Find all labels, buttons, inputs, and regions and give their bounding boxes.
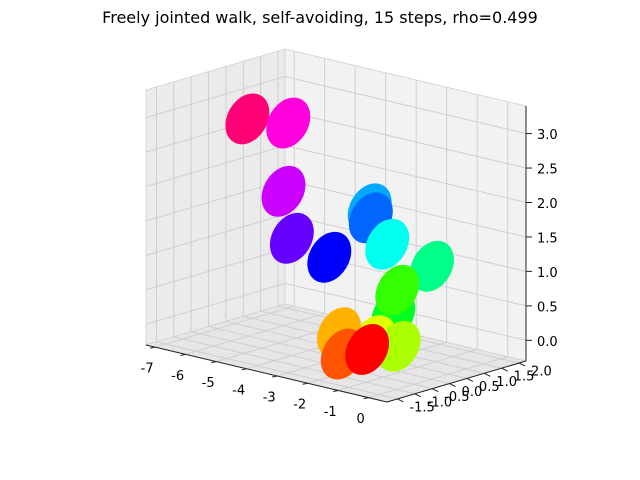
marker-step-13	[261, 165, 306, 217]
x-tick-label: -6	[171, 369, 184, 384]
x-tick-label: 0	[357, 412, 365, 427]
grid-line-z-back	[284, 76, 527, 135]
chart-title: Freely jointed walk, self-avoiding, 15 s…	[102, 8, 538, 27]
x-tick-mark	[363, 397, 369, 400]
y-tick-mark	[397, 398, 404, 403]
x-tick-mark	[211, 361, 217, 364]
y-tick-mark	[484, 372, 491, 377]
x-tick-label: -1	[324, 405, 337, 420]
y-tick-label: -0.5	[444, 390, 469, 405]
grid-line-z-left	[145, 76, 286, 118]
grid-line-z-back	[284, 110, 527, 169]
x-tick-label: -4	[232, 383, 245, 398]
y-tick-label: 0.0	[462, 385, 483, 400]
z-tick-label: 1.5	[537, 231, 558, 246]
grid-line-z-left	[145, 213, 286, 256]
marker-step-4	[376, 320, 421, 372]
grid-line-y-floor	[191, 331, 433, 390]
x-tick-mark	[302, 382, 308, 385]
y-tick-mark	[414, 393, 422, 398]
marker-step-14	[266, 97, 311, 149]
grid-line-x-floor	[338, 349, 478, 391]
x-tick-label: -7	[141, 362, 154, 377]
y-tick-label: 1.5	[514, 370, 535, 385]
grid-line-z-back	[284, 179, 527, 238]
marker-step-7	[410, 240, 454, 292]
grid-line-z-left	[145, 282, 286, 325]
axis-lines	[145, 106, 532, 403]
grid-line-x-floor	[368, 356, 508, 399]
x-tick-label: -2	[293, 398, 306, 413]
y-tick-mark	[501, 367, 508, 372]
grid-line-y-floor	[156, 341, 398, 400]
y-tick-mark	[466, 377, 474, 382]
data-markers	[225, 93, 454, 380]
z-tick-label: 2.0	[537, 197, 558, 212]
z-tick-label: 3.0	[537, 128, 558, 143]
marker-step-8	[365, 218, 410, 270]
marker-step-5	[375, 264, 420, 316]
x-axis-line	[145, 344, 388, 403]
y-tick-label: 0.5	[479, 380, 500, 395]
tick-labels: -7 -6 -5 -4 -3 -2 -1 0-1.5-1.0-0.50.00.51.01.52…	[141, 128, 558, 427]
marker-step-11	[307, 231, 352, 283]
x-tick-label: -5	[202, 376, 215, 391]
grid-line-y-floor	[173, 336, 415, 395]
x-tick-mark	[150, 346, 156, 349]
z-tick-label: 0.5	[537, 300, 558, 315]
y-tick-mark	[518, 362, 526, 367]
x-tick-mark	[241, 368, 247, 371]
z-tick-label: 1.0	[537, 266, 558, 281]
x-tick-label: -3	[263, 391, 276, 406]
x-tick-mark	[180, 353, 186, 356]
marker-step-0	[345, 324, 390, 375]
marker-step-15	[225, 93, 270, 145]
grid-line-z-left	[145, 179, 286, 222]
marker-step-12	[269, 212, 314, 264]
y-axis-line	[386, 360, 527, 403]
grid-line-z-left	[145, 248, 286, 291]
y-tick-mark	[431, 388, 439, 393]
z-tick-label: 0.0	[537, 335, 558, 350]
x-tick-mark	[333, 389, 339, 392]
grid-line-x-floor	[155, 305, 295, 348]
y-tick-label: 2.0	[531, 365, 552, 380]
grid-line-z-left	[145, 145, 286, 187]
y-tick-label: -1.0	[427, 395, 452, 410]
y-tick-mark	[449, 383, 456, 387]
grid-line-z-back	[284, 145, 527, 203]
y-tick-label: 1.0	[496, 375, 517, 390]
y-tick-label: -1.5	[409, 400, 434, 415]
grid-line-x-floor	[185, 312, 325, 355]
x-tick-mark	[272, 375, 278, 378]
z-tick-label: 2.5	[537, 163, 558, 178]
